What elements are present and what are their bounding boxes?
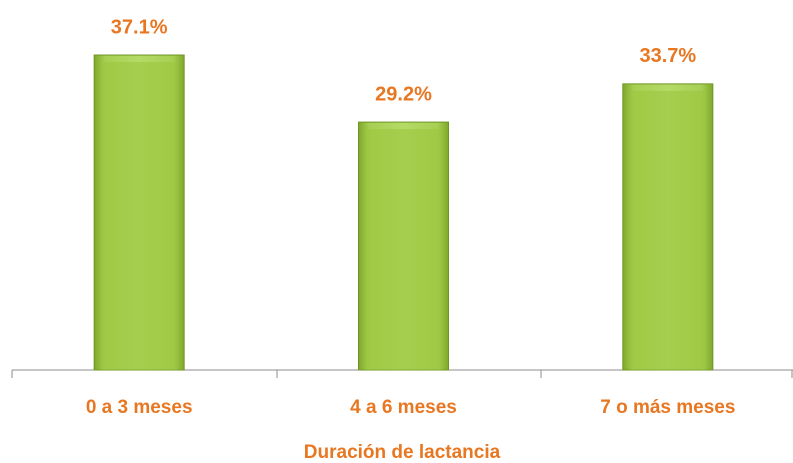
x-tick-label: 4 a 6 meses xyxy=(350,397,457,418)
data-label: 29.2% xyxy=(375,83,432,105)
x-tick-label: 0 a 3 meses xyxy=(86,397,193,418)
bar-bevel xyxy=(629,90,706,371)
data-label: 37.1% xyxy=(111,16,168,38)
bar-bevel xyxy=(365,129,442,370)
x-axis-title: Duración de lactancia xyxy=(304,442,501,463)
data-label: 33.7% xyxy=(639,45,696,67)
bar-bevel xyxy=(101,62,178,371)
x-tick-label: 7 o más meses xyxy=(600,397,735,418)
